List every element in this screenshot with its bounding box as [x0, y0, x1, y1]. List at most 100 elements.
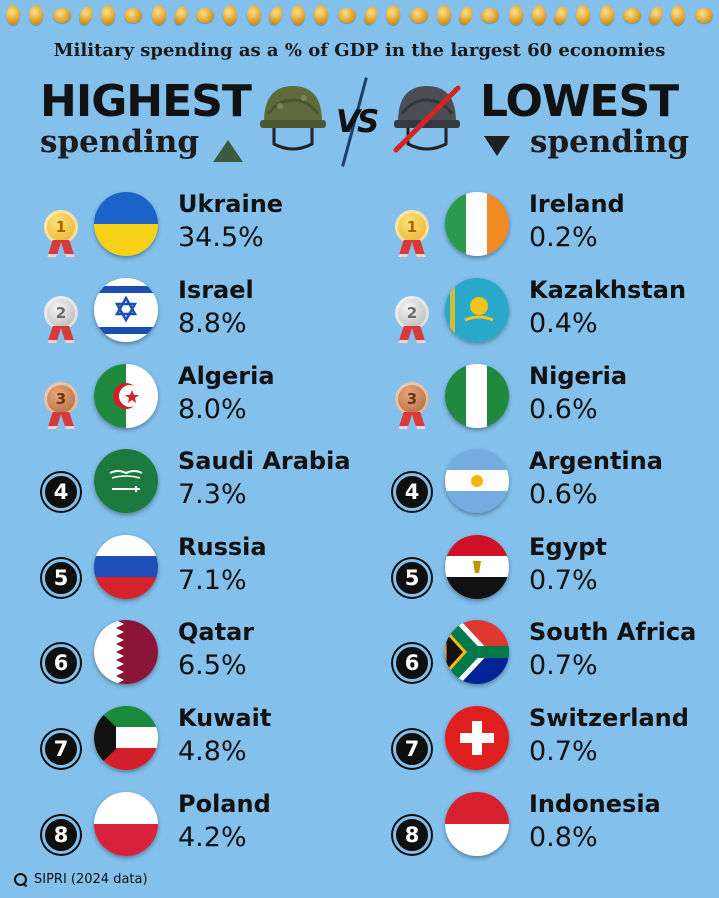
coin-icon [599, 5, 614, 25]
country-name: Kazakhstan [529, 276, 687, 304]
country-name: Indonesia [529, 790, 661, 818]
rank-badge: 1 [391, 202, 431, 248]
rank-badge: 4 [391, 459, 431, 511]
spending-value: 0.7% [529, 650, 598, 681]
rank-number: 5 [393, 559, 431, 597]
coin-icon [647, 4, 666, 26]
silver-medal-icon: 2 [44, 296, 78, 330]
rank-badge: 4 [40, 459, 80, 511]
ribbon-icon [50, 326, 72, 340]
coin-icon [291, 5, 306, 25]
lowest-title: LOWEST [480, 76, 679, 127]
spending-value: 7.3% [178, 479, 247, 510]
coin-icon [531, 5, 546, 25]
source-text: SIPRI (2024 data) [34, 872, 148, 887]
arrow-down-icon [484, 136, 510, 156]
rank-number: 4 [42, 473, 80, 511]
vs-label: VS [336, 104, 379, 140]
spending-value: 34.5% [178, 222, 264, 253]
coin-icon [223, 5, 238, 25]
coin-icon [671, 5, 686, 25]
rank-badge: 7 [391, 716, 431, 768]
spending-value: 0.6% [529, 479, 598, 510]
rank-badge: 3 [40, 374, 80, 420]
flag-nigeria-icon [445, 364, 509, 428]
rank-badge: 6 [391, 630, 431, 682]
country-name: Kuwait [178, 704, 272, 732]
spending-value: 0.2% [529, 222, 598, 253]
page-subtitle: Military spending as a % of GDP in the l… [53, 40, 666, 61]
country-name: Ireland [529, 190, 625, 218]
flag-indonesia-icon [445, 792, 509, 856]
flag-russia-icon [94, 535, 158, 599]
coin-icon [457, 4, 475, 26]
country-name: Argentina [529, 447, 663, 475]
coin-icon [246, 5, 261, 25]
coin-icon [196, 7, 215, 23]
country-name: Algeria [178, 362, 275, 390]
lowest-subtitle: spending [530, 124, 690, 160]
coin-icon [622, 7, 641, 23]
coin-icon [314, 5, 329, 25]
spending-value: 4.2% [178, 822, 247, 853]
highest-title: HIGHEST [40, 76, 252, 127]
ribbon-icon [50, 412, 72, 426]
rank-number: 8 [393, 816, 431, 854]
rank-number: 7 [393, 730, 431, 768]
coin-icon [124, 7, 143, 23]
ribbon-icon [401, 326, 423, 340]
ribbon-icon [401, 240, 423, 254]
highest-subtitle: spending [40, 124, 200, 160]
bronze-medal-icon: 3 [395, 382, 429, 416]
country-name: Israel [178, 276, 254, 304]
rank-number: 4 [393, 473, 431, 511]
rank-badge: 2 [391, 288, 431, 334]
rank-badge: 8 [40, 802, 80, 854]
gold-medal-icon: 1 [44, 210, 78, 244]
spending-value: 0.7% [529, 736, 598, 767]
spending-value: 0.4% [529, 308, 598, 339]
coin-icon [576, 5, 591, 25]
coin-icon [481, 7, 500, 23]
rank-badge: 2 [40, 288, 80, 334]
coin-icon [386, 5, 401, 25]
flag-argentina-icon [445, 449, 509, 513]
spending-value: 0.6% [529, 394, 598, 425]
flag-switzerland-icon [445, 706, 509, 770]
flag-israel-icon [94, 278, 158, 342]
spending-value: 0.8% [529, 822, 598, 853]
coin-icon [52, 7, 71, 23]
country-name: Nigeria [529, 362, 628, 390]
coin-icon [508, 5, 523, 25]
flag-kuwait-icon [94, 706, 158, 770]
gold-medal-icon: 1 [395, 210, 429, 244]
magnifier-icon [14, 872, 28, 887]
arrow-up-icon [213, 140, 243, 162]
coin-icon [409, 7, 428, 23]
coin-icon [6, 5, 20, 25]
rank-badge: 7 [40, 716, 80, 768]
country-name: Switzerland [529, 704, 689, 732]
spending-value: 7.1% [178, 565, 247, 596]
coin-icon [552, 4, 570, 26]
rank-number: 5 [42, 559, 80, 597]
coin-icon [362, 4, 380, 26]
flag-south-africa-icon [445, 620, 509, 684]
rank-badge: 1 [40, 202, 80, 248]
spending-value: 8.8% [178, 308, 247, 339]
rank-number: 7 [42, 730, 80, 768]
coin-icon [436, 5, 451, 25]
rank-number: 6 [393, 644, 431, 682]
source-note: SIPRI (2024 data) [14, 872, 148, 887]
coin-icon [101, 5, 116, 25]
crossed-helmet-icon [392, 78, 462, 154]
coin-border [6, 4, 713, 26]
country-name: Poland [178, 790, 271, 818]
flag-kazakhstan-icon [445, 278, 509, 342]
coin-icon [171, 4, 190, 26]
rank-badge: 5 [391, 545, 431, 597]
flag-poland-icon [94, 792, 158, 856]
country-name: Qatar [178, 618, 255, 646]
rank-badge: 3 [391, 374, 431, 420]
country-name: South Africa [529, 618, 697, 646]
